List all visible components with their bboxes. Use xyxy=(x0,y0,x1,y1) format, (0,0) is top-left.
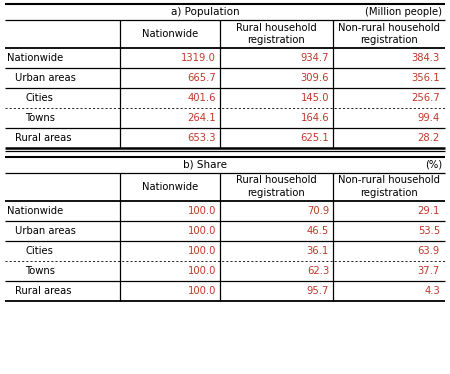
Text: a) Population: a) Population xyxy=(171,7,239,17)
Text: 46.5: 46.5 xyxy=(307,226,329,236)
Text: Non-rural household
registration: Non-rural household registration xyxy=(338,175,440,198)
Text: 164.6: 164.6 xyxy=(301,113,329,123)
Text: 4.3: 4.3 xyxy=(424,285,440,295)
Text: 401.6: 401.6 xyxy=(188,93,216,103)
Text: 53.5: 53.5 xyxy=(418,226,440,236)
Text: Nationwide: Nationwide xyxy=(7,205,63,215)
Text: 62.3: 62.3 xyxy=(307,266,329,276)
Text: 29.1: 29.1 xyxy=(418,205,440,215)
Text: Towns: Towns xyxy=(25,113,55,123)
Text: 28.2: 28.2 xyxy=(418,133,440,143)
Text: Urban areas: Urban areas xyxy=(15,73,76,83)
Text: Cities: Cities xyxy=(25,245,53,255)
Text: Cities: Cities xyxy=(25,93,53,103)
Text: 99.4: 99.4 xyxy=(418,113,440,123)
Text: Towns: Towns xyxy=(25,266,55,276)
Text: 100.0: 100.0 xyxy=(188,226,216,236)
Text: (Million people): (Million people) xyxy=(365,7,442,17)
Text: 100.0: 100.0 xyxy=(188,205,216,215)
Text: 100.0: 100.0 xyxy=(188,266,216,276)
Text: 95.7: 95.7 xyxy=(306,285,329,295)
Text: Nationwide: Nationwide xyxy=(7,53,63,63)
Text: (%): (%) xyxy=(425,159,442,169)
Text: 384.3: 384.3 xyxy=(412,53,440,63)
Text: 934.7: 934.7 xyxy=(301,53,329,63)
Text: Urban areas: Urban areas xyxy=(15,226,76,236)
Text: b) Share: b) Share xyxy=(183,159,227,169)
Text: 100.0: 100.0 xyxy=(188,285,216,295)
Text: Nationwide: Nationwide xyxy=(142,181,198,191)
Text: Rural areas: Rural areas xyxy=(15,285,72,295)
Text: 356.1: 356.1 xyxy=(411,73,440,83)
Text: 264.1: 264.1 xyxy=(187,113,216,123)
Text: 665.7: 665.7 xyxy=(187,73,216,83)
Text: 1319.0: 1319.0 xyxy=(181,53,216,63)
Text: Nationwide: Nationwide xyxy=(142,29,198,39)
Text: 36.1: 36.1 xyxy=(307,245,329,255)
Text: 256.7: 256.7 xyxy=(411,93,440,103)
Text: 63.9: 63.9 xyxy=(418,245,440,255)
Text: 309.6: 309.6 xyxy=(301,73,329,83)
Text: 37.7: 37.7 xyxy=(418,266,440,276)
Text: 70.9: 70.9 xyxy=(307,205,329,215)
Text: Non-rural household
registration: Non-rural household registration xyxy=(338,23,440,45)
Text: 653.3: 653.3 xyxy=(188,133,216,143)
Text: 625.1: 625.1 xyxy=(300,133,329,143)
Text: Rural household
registration: Rural household registration xyxy=(236,23,317,45)
Text: 145.0: 145.0 xyxy=(301,93,329,103)
Text: Rural household
registration: Rural household registration xyxy=(236,175,317,198)
Text: Rural areas: Rural areas xyxy=(15,133,72,143)
Text: 100.0: 100.0 xyxy=(188,245,216,255)
